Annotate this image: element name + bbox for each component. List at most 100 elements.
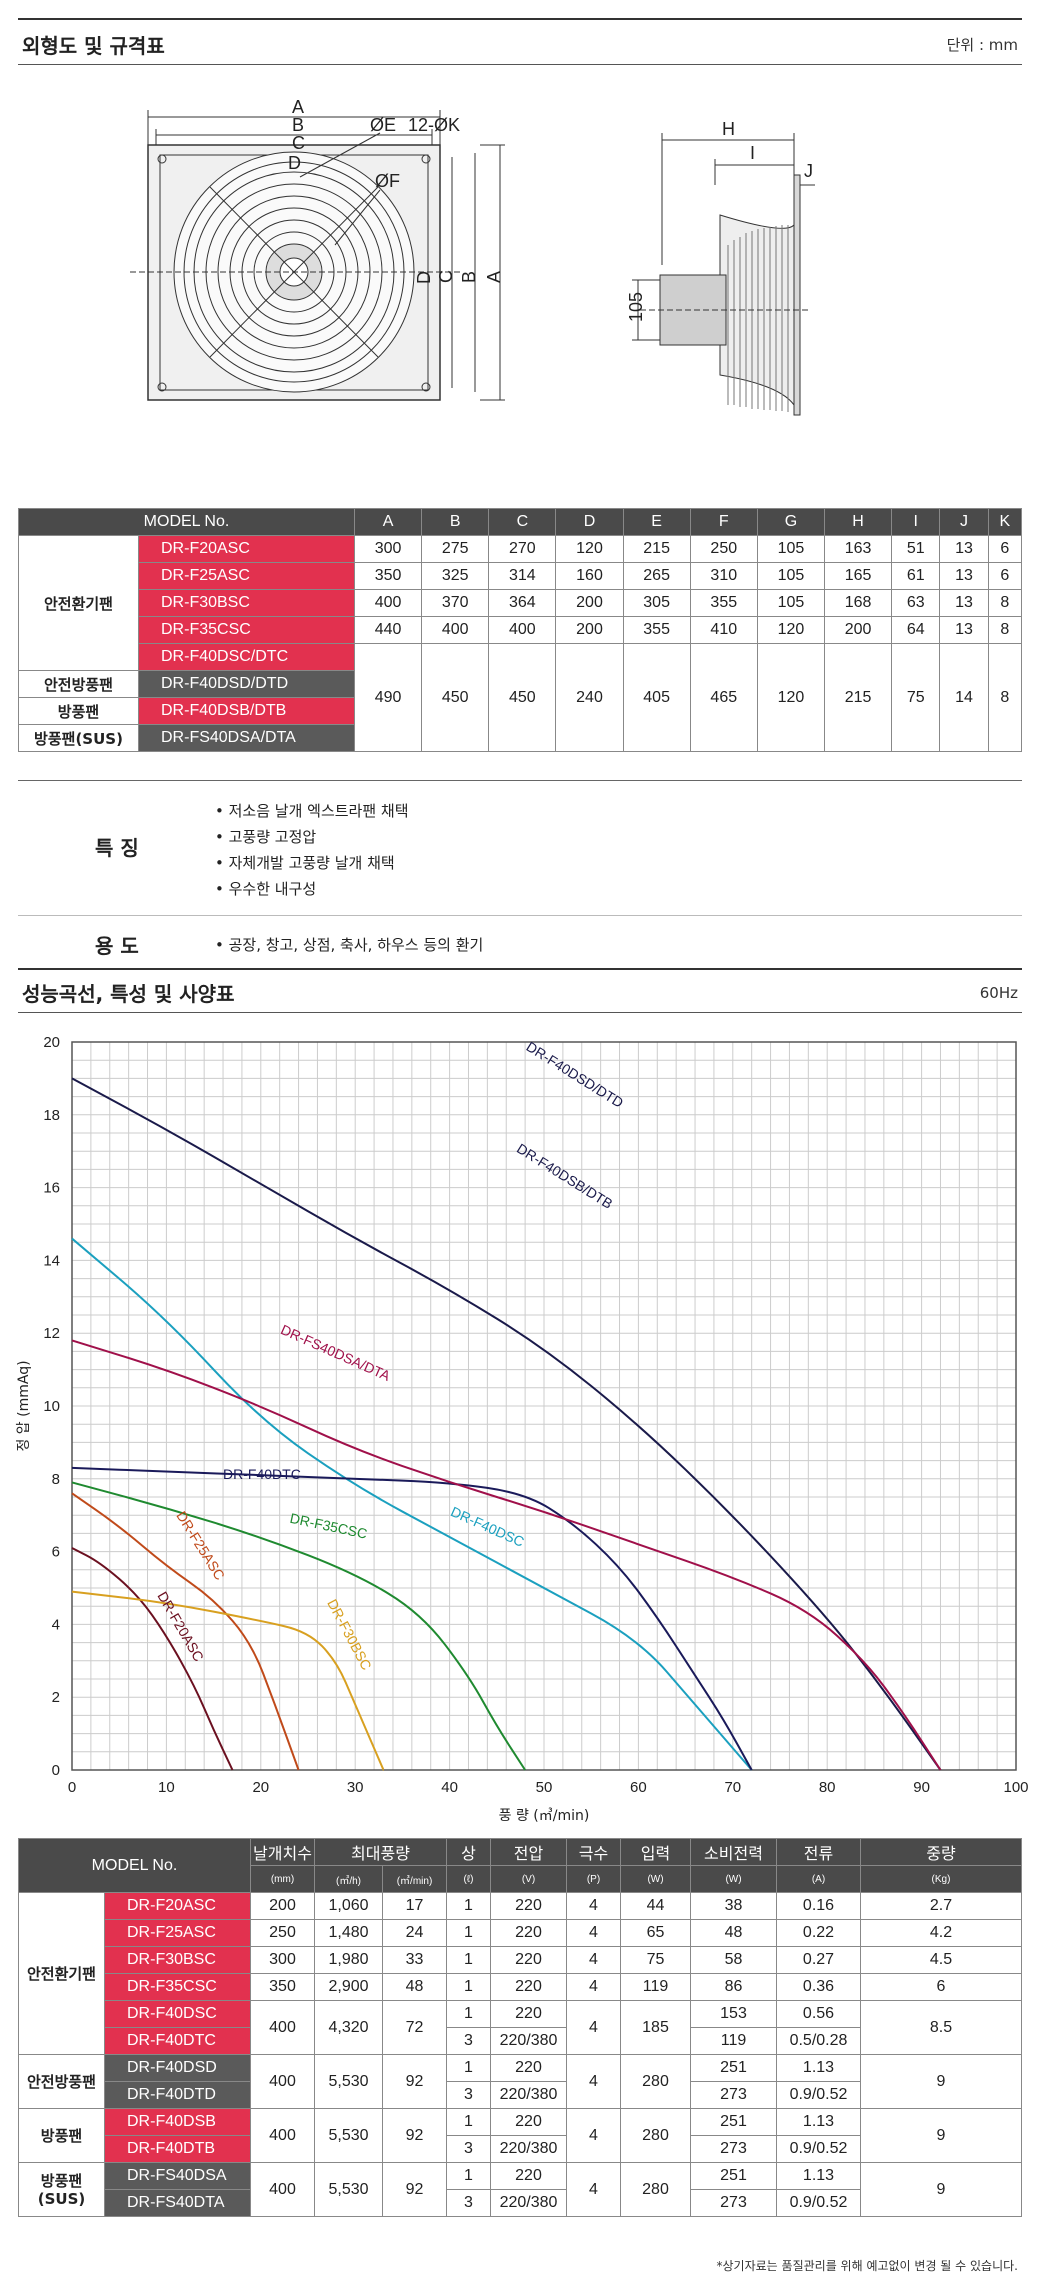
perf-header-blade: 날개치수 xyxy=(250,1838,315,1866)
perf-model: DR-F30BSC xyxy=(104,1946,251,1974)
x-tick-label: 10 xyxy=(158,1779,175,1796)
unit-label: 단위 : mm xyxy=(946,36,1018,54)
spec-cat-safety-wind: 안전방풍팬 xyxy=(18,670,139,698)
x-tick-label: 60 xyxy=(630,1779,647,1796)
perf-model: DR-F40DSC xyxy=(104,2000,251,2028)
y-tick-label: 2 xyxy=(52,1689,60,1706)
dim-F-label: ØF xyxy=(375,171,400,191)
x-tick-label: 100 xyxy=(1003,1779,1028,1796)
series-line xyxy=(71,1237,753,1771)
series-line xyxy=(71,1481,526,1771)
y-tick-label: 10 xyxy=(43,1398,60,1415)
spec-model: DR-F40DSD/DTD xyxy=(138,670,355,698)
dim-J-label: J xyxy=(804,161,813,181)
series-line xyxy=(71,1492,300,1771)
spec-model: DR-F25ASC xyxy=(138,562,355,590)
x-tick-label: 80 xyxy=(819,1779,836,1796)
perf-model: DR-FS40DTA xyxy=(104,2189,251,2217)
section-title-performance: 성능곡선, 특성 및 사양표 xyxy=(22,982,235,1006)
y-tick-label: 18 xyxy=(43,1107,60,1124)
freq-label: 60Hz xyxy=(979,984,1018,1002)
perf-header-phase: 상 xyxy=(446,1838,491,1866)
spec-header-C: C xyxy=(488,508,557,536)
dim-C-side: C xyxy=(436,270,456,283)
front-view-drawing: A B C D ØE 12-ØK ØF D C B A xyxy=(130,97,505,401)
x-tick-label: 30 xyxy=(347,1779,364,1796)
perf-model: DR-F40DTC xyxy=(104,2027,251,2055)
dim-C-label: C xyxy=(292,133,305,153)
spec-cat-wind: 방풍팬 xyxy=(18,697,139,725)
x-tick-label: 20 xyxy=(252,1779,269,1796)
y-tick-label: 16 xyxy=(43,1180,60,1197)
perf-model: DR-F40DTD xyxy=(104,2081,251,2109)
perf-model: DR-F20ASC xyxy=(104,1892,251,1920)
spec-header-J: J xyxy=(939,508,989,536)
usage-text: • 공장, 창고, 상점, 축사, 하우스 등의 환기 xyxy=(215,936,484,954)
dim-E-label: ØE xyxy=(370,115,396,135)
spec-model: DR-F40DSC/DTC xyxy=(138,643,355,671)
series-line xyxy=(71,1547,234,1771)
spec-header-A: A xyxy=(353,508,423,536)
perf-header-input: 입력 xyxy=(620,1838,691,1866)
dim-A-label: A xyxy=(292,97,304,117)
dim-A-side: A xyxy=(484,271,504,283)
usage-label: 용 도 xyxy=(95,934,139,958)
feature-item: • 자체개발 고풍량 날개 채택 xyxy=(215,854,395,872)
y-tick-label: 0 xyxy=(52,1762,60,1779)
dim-B-label: B xyxy=(292,115,304,135)
perf-header-power: 소비전력 xyxy=(690,1838,777,1866)
performance-spec-table: MODEL No. 날개치수 최대풍량 상 전압 극수 입력 소비전력 전류 중… xyxy=(18,1838,1022,2217)
performance-chart: 0 10 20 30 40 50 60 70 80 90 100 0 2 4 6 8 10 12 14 16 18 20 풍… xyxy=(16,1034,1029,1822)
perf-cat-safety-vent: 안전환기팬 xyxy=(18,1892,105,2055)
spec-header-D: D xyxy=(555,508,624,536)
spec-header-K: K xyxy=(987,508,1023,536)
curve-label: DR-F40DTC xyxy=(223,1466,301,1482)
series-line xyxy=(71,1339,942,1771)
plot-frame xyxy=(71,1041,1017,1771)
spec-model: DR-FS40DSA/DTA xyxy=(138,724,355,752)
features-label: 특 징 xyxy=(95,836,139,860)
footnote: *상기자료는 품질관리를 위해 예고없이 변경 될 수 있습니다. xyxy=(716,2259,1018,2273)
perf-cat-safety-wind: 안전방풍팬 xyxy=(18,2054,105,2109)
perf-model: DR-F35CSC xyxy=(104,1973,251,2001)
perf-cat-wind: 방풍팬 xyxy=(18,2108,105,2163)
section-title-dimensions: 외형도 및 규격표 xyxy=(22,34,165,58)
x-tick-label: 40 xyxy=(441,1779,458,1796)
perf-model: DR-F25ASC xyxy=(104,1919,251,1947)
x-tick-label: 90 xyxy=(913,1779,930,1796)
perf-header-volt: 전압 xyxy=(490,1838,567,1866)
spec-header-F: F xyxy=(689,508,758,536)
y-tick-label: 20 xyxy=(43,1034,60,1051)
dim-105-label: 105 xyxy=(626,292,646,322)
spec-model: DR-F35CSC xyxy=(138,616,355,644)
side-view-drawing: H I J 105 xyxy=(626,119,815,416)
perf-header-current: 전류 xyxy=(776,1838,861,1866)
feature-item: • 우수한 내구성 xyxy=(215,880,317,898)
y-tick-label: 12 xyxy=(43,1325,60,1342)
dim-B-side: B xyxy=(459,271,479,283)
y-tick-label: 4 xyxy=(52,1616,60,1633)
spec-model: DR-F30BSC xyxy=(138,589,355,617)
spec-header-model: MODEL No. xyxy=(18,508,355,536)
spec-header-E: E xyxy=(622,508,691,536)
y-tick-label: 14 xyxy=(43,1252,60,1269)
feature-item: • 고풍량 고정압 xyxy=(215,828,317,846)
y-axis-label: 정 압 (mmAq) xyxy=(16,1360,32,1451)
spec-cat-safety-vent: 안전환기팬 xyxy=(18,535,139,671)
curve-label: DR-F40DSD/DTD xyxy=(524,1038,627,1111)
x-tick-label: 0 xyxy=(68,1779,76,1796)
spec-model: DR-F20ASC xyxy=(138,535,355,563)
spec-header-I: I xyxy=(891,508,941,536)
curve-label: DR-F35CSC xyxy=(288,1510,368,1542)
perf-model: DR-F40DSD xyxy=(104,2054,251,2082)
dim-D-side: D xyxy=(414,271,434,284)
spec-cat-wind-sus: 방풍팬(SUS) xyxy=(18,724,139,752)
dimension-spec-table: MODEL No. A B C D E F G H I J K 안전환기팬 DR… xyxy=(18,508,1023,752)
dim-D-label: D xyxy=(288,153,301,173)
feature-item: • 저소음 날개 엑스트라팬 채택 xyxy=(215,802,409,820)
x-tick-label: 70 xyxy=(724,1779,741,1796)
series-line xyxy=(71,1466,753,1771)
dim-K-label: 12-ØK xyxy=(408,115,460,135)
perf-model: DR-FS40DSA xyxy=(104,2162,251,2190)
series-line xyxy=(71,1590,385,1771)
